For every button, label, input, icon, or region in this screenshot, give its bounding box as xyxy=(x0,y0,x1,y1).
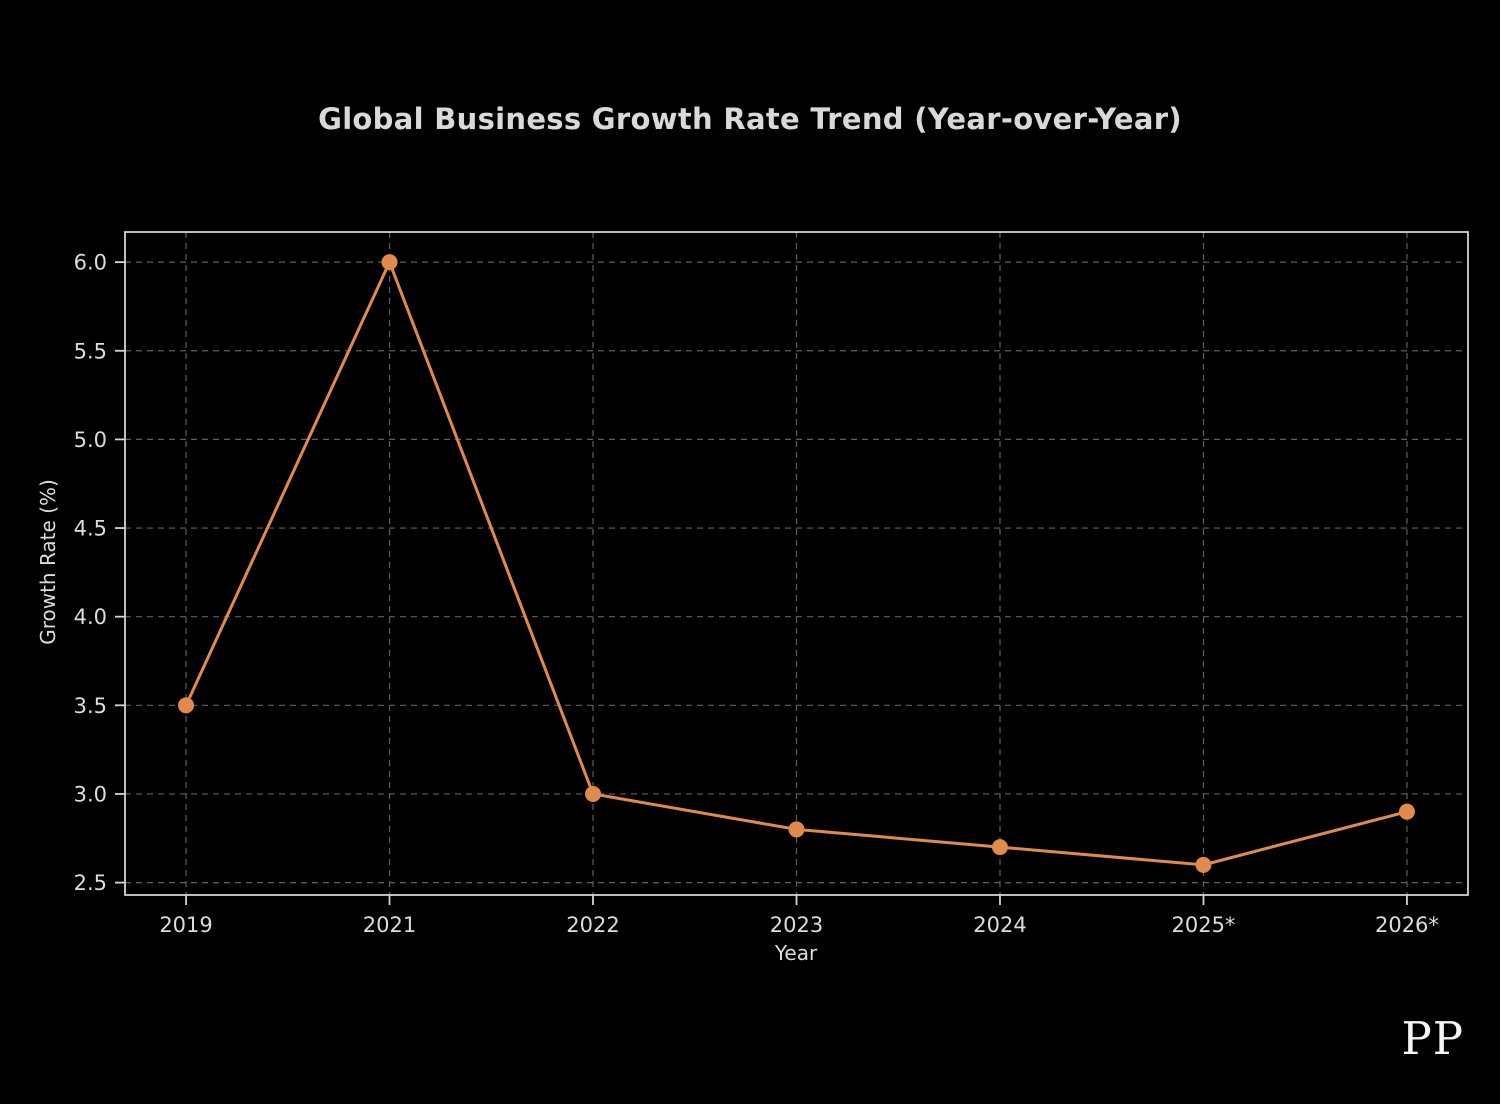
plot-border xyxy=(124,231,1469,896)
data-series xyxy=(178,254,1415,873)
x-tick-label: 2019 xyxy=(159,913,212,937)
tick-labels: 2.5 3.0 3.5 4.0 4.5 5.0 5.5 6.0 2019 2021 2022 2023… xyxy=(74,251,1439,937)
data-point-marker xyxy=(788,821,805,838)
x-tick-label: 2026* xyxy=(1375,913,1439,937)
data-point-marker xyxy=(381,254,398,271)
y-axis-label: Growth Rate (%) xyxy=(36,479,60,645)
data-point-marker xyxy=(585,785,602,802)
y-tick-label: 3.5 xyxy=(74,694,107,718)
chart-title: Global Business Growth Rate Trend (Year-… xyxy=(318,102,1182,136)
y-tick-label: 3.0 xyxy=(74,782,107,806)
y-tick-label: 5.0 xyxy=(74,428,107,452)
gridlines xyxy=(125,232,1468,895)
x-axis-label: Year xyxy=(774,941,818,965)
axis-ticks xyxy=(115,261,1408,905)
x-tick-label: 2025* xyxy=(1171,913,1235,937)
x-tick-label: 2021 xyxy=(363,913,416,937)
x-tick-label: 2022 xyxy=(566,913,619,937)
data-point-marker xyxy=(991,839,1008,856)
x-tick-label: 2023 xyxy=(770,913,823,937)
data-point-marker xyxy=(1195,856,1212,873)
data-point-marker xyxy=(178,697,195,714)
watermark-logo: PP xyxy=(1401,1012,1464,1065)
y-tick-label: 5.5 xyxy=(74,339,107,363)
y-tick-label: 4.5 xyxy=(74,517,107,541)
x-tick-label: 2024 xyxy=(973,913,1026,937)
y-tick-label: 2.5 xyxy=(74,871,107,895)
y-tick-label: 6.0 xyxy=(74,251,107,275)
y-tick-label: 4.0 xyxy=(74,605,107,629)
data-point-marker xyxy=(1398,803,1415,820)
